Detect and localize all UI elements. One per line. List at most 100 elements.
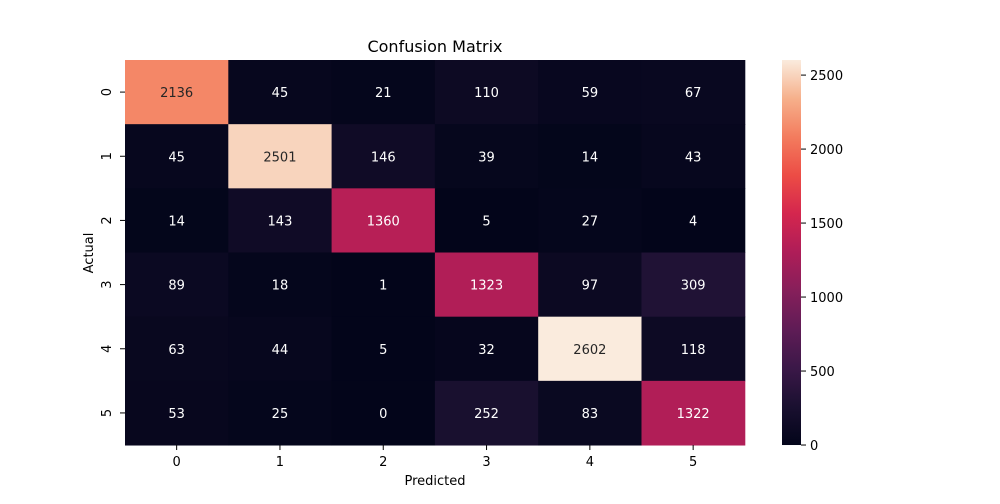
heatmap-cell	[125, 60, 229, 125]
y-tick-label: 3	[100, 280, 115, 288]
x-axis-label: Predicted	[404, 474, 465, 489]
cell-value-label: 2602	[573, 343, 606, 358]
colorbar-tick-label: 1000	[810, 291, 843, 306]
cell-value-label: 5	[379, 343, 387, 358]
cell-value-label: 97	[582, 279, 599, 294]
colorbar-tick-label: 500	[810, 365, 835, 380]
heatmap-cell	[228, 380, 333, 446]
cell-value-label: 1	[379, 279, 387, 294]
cell-value-label: 2136	[160, 86, 193, 101]
cell-value-label: 5	[482, 214, 490, 229]
colorbar-tick-label: 1500	[810, 217, 843, 232]
heatmap-cell	[228, 252, 333, 318]
heatmap-cell	[125, 252, 229, 318]
x-tick-label: 1	[276, 455, 284, 470]
cell-value-label: 0	[379, 407, 387, 422]
heatmap-cell	[434, 60, 539, 125]
cell-value-label: 83	[582, 407, 599, 422]
heatmap-cell	[538, 124, 642, 189]
heatmap-cell	[228, 316, 333, 382]
x-tick-label: 5	[689, 455, 697, 470]
cell-value-label: 39	[478, 150, 495, 165]
y-tick-label: 4	[100, 345, 115, 353]
chart-title: Confusion Matrix	[367, 37, 502, 56]
heatmap-cell	[641, 60, 746, 125]
cell-value-label: 27	[582, 214, 599, 229]
heatmap-cell	[331, 316, 436, 382]
cell-value-label: 146	[371, 150, 396, 165]
cell-value-label: 309	[681, 279, 706, 294]
colorbar-tick-label: 2500	[810, 69, 843, 84]
cell-value-label: 1322	[677, 407, 710, 422]
heatmap-cell	[434, 188, 539, 254]
cell-value-label: 118	[681, 343, 706, 358]
cell-value-label: 252	[474, 407, 499, 422]
x-tick-label: 3	[482, 455, 490, 470]
colorbar-gradient	[782, 60, 801, 446]
cell-value-label: 110	[474, 86, 499, 101]
heatmap-cell	[228, 60, 333, 125]
cell-value-label: 1360	[367, 214, 400, 229]
heatmap-cell	[228, 188, 333, 254]
heatmap-cell	[641, 316, 746, 382]
heatmap-cell	[331, 60, 436, 125]
cell-value-label: 45	[168, 150, 185, 165]
x-tick-label: 2	[379, 455, 387, 470]
cell-value-label: 32	[478, 343, 495, 358]
heatmap-cell	[125, 124, 229, 189]
heatmap-cell	[331, 124, 436, 189]
heatmap-cell	[641, 380, 746, 446]
heatmap-cell	[641, 188, 746, 254]
x-tick-label: 4	[586, 455, 594, 470]
heatmap-cell	[125, 316, 229, 382]
x-tick-label: 0	[173, 455, 181, 470]
cell-value-label: 59	[582, 86, 599, 101]
cell-value-label: 21	[375, 86, 392, 101]
cell-value-label: 18	[272, 279, 289, 294]
y-tick-label: 2	[100, 216, 115, 224]
y-axis: 0 1 2 3 4 5	[100, 88, 125, 417]
colorbar-tick-label: 0	[810, 439, 818, 454]
cell-value-label: 53	[168, 407, 185, 422]
heatmap-cell	[434, 316, 539, 382]
y-tick-label: 0	[100, 88, 115, 96]
heatmap-cell	[331, 188, 436, 254]
x-axis: 0 1 2 3 4 5	[173, 445, 697, 470]
heatmap-cell	[538, 252, 642, 318]
y-axis-label: Actual	[82, 233, 97, 274]
cell-value-label: 45	[272, 86, 289, 101]
heatmap-cell	[228, 124, 333, 189]
heatmap-cell	[125, 188, 229, 254]
heatmap-cell	[538, 188, 642, 254]
heatmap-cell	[125, 380, 229, 446]
cell-value-label: 143	[268, 214, 293, 229]
cell-value-label: 4	[689, 214, 697, 229]
cell-value-label: 14	[582, 150, 599, 165]
cell-value-label: 44	[272, 343, 289, 358]
heatmap-cell	[538, 380, 642, 446]
heatmap-cell	[641, 252, 746, 318]
cell-value-label: 1323	[470, 279, 503, 294]
heatmap-cell	[538, 60, 642, 125]
heatmap-cell	[434, 380, 539, 446]
cell-value-label: 63	[168, 343, 185, 358]
cell-value-label: 67	[685, 86, 702, 101]
heatmap-cell	[434, 124, 539, 189]
cell-value-label: 25	[272, 407, 289, 422]
heatmap-cell	[331, 380, 436, 446]
y-tick-label: 1	[100, 152, 115, 160]
heatmap-cell	[538, 316, 642, 382]
cell-value-label: 2501	[263, 150, 296, 165]
heatmap-cell	[641, 124, 746, 189]
y-tick-label: 5	[100, 409, 115, 417]
cell-value-label: 43	[685, 150, 702, 165]
colorbar-tick-label: 2000	[810, 143, 843, 158]
cell-value-label: 89	[168, 279, 185, 294]
colorbar: 0 500 1000 1500 2000 2500	[782, 60, 843, 454]
cell-value-label: 14	[168, 214, 185, 229]
heatmap-cell	[434, 252, 539, 318]
heatmap-cell	[331, 252, 436, 318]
